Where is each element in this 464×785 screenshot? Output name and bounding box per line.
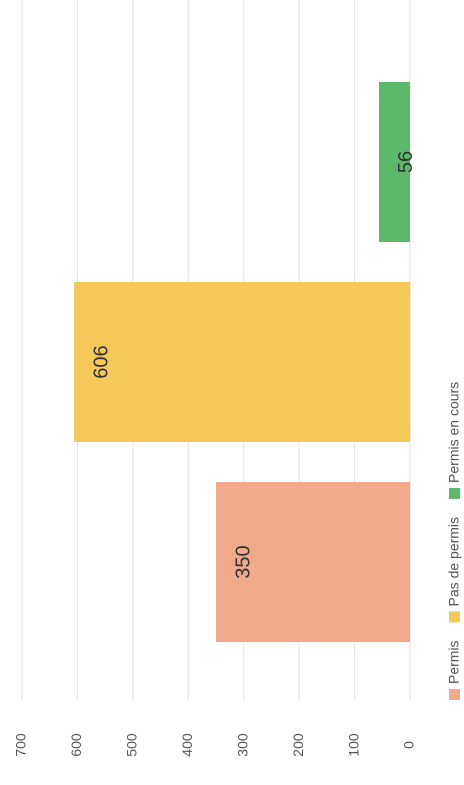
data-label: 606 [90,345,112,378]
y-tick-label: 700 [13,733,29,757]
data-label: 56 [395,151,417,173]
legend-swatch [449,487,460,499]
bar [74,282,411,442]
legend-label: Permis [446,640,462,684]
y-tick-label: 300 [234,733,250,757]
bar [378,82,410,242]
y-tick-label: 500 [124,733,140,757]
bar [216,482,410,642]
y-tick-label: 600 [68,733,84,757]
legend-label: Pas de permis [446,517,462,606]
legend-swatch [449,689,460,700]
y-tick-label: 200 [290,733,306,757]
legend-label: Permis en cours [446,382,462,483]
data-label: 350 [232,545,254,578]
y-tick-label: 100 [345,733,361,757]
legend-swatch [449,611,460,623]
y-tick-label: 400 [179,733,195,757]
y-tick-label: 0 [401,741,417,749]
rotated-chart: 0 100 200 300 400 500 600 700 350 606 56 Permis Pas … [13,0,462,757]
